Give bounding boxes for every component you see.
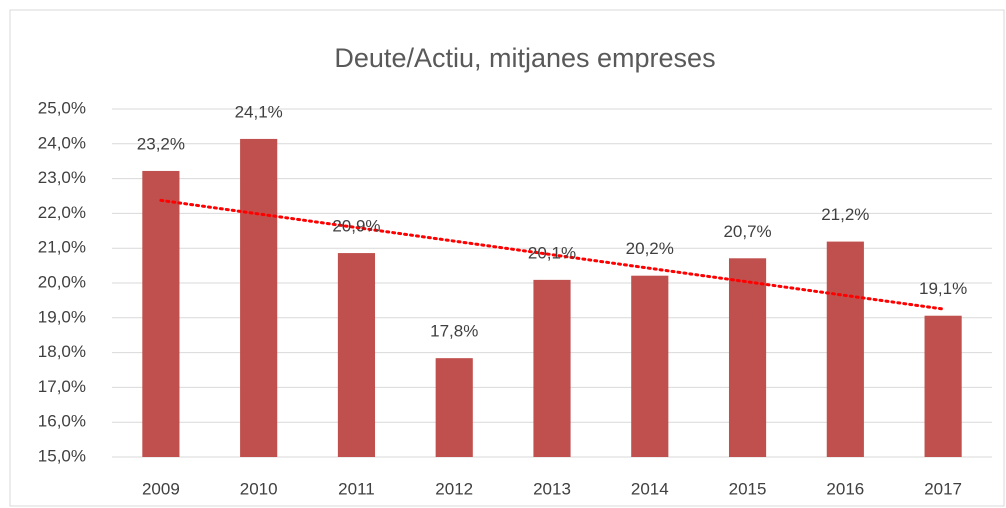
data-label: 20,1% xyxy=(528,243,576,262)
x-tick-label: 2016 xyxy=(826,479,864,498)
bar xyxy=(142,170,180,457)
y-tick-label: 23,0% xyxy=(38,168,86,187)
data-label: 20,2% xyxy=(626,239,674,258)
bar xyxy=(826,241,864,457)
y-tick-label: 15,0% xyxy=(38,446,86,465)
data-label: 23,2% xyxy=(137,134,185,153)
y-tick-label: 22,0% xyxy=(38,203,86,222)
bar xyxy=(924,315,962,457)
data-label: 19,1% xyxy=(919,279,967,298)
x-tick-label: 2013 xyxy=(533,479,571,498)
bar xyxy=(435,358,473,457)
y-tick-label: 19,0% xyxy=(38,307,86,326)
x-tick-label: 2009 xyxy=(142,479,180,498)
x-tick-label: 2017 xyxy=(924,479,962,498)
y-tick-label: 18,0% xyxy=(38,342,86,361)
bar xyxy=(533,279,571,457)
x-tick-label: 2011 xyxy=(338,479,375,498)
y-tick-label: 21,0% xyxy=(38,238,86,257)
trendline xyxy=(159,198,945,311)
data-label: 24,1% xyxy=(235,102,283,121)
data-label: 20,7% xyxy=(723,222,771,241)
bar xyxy=(631,275,669,457)
x-tick-label: 2010 xyxy=(240,479,278,498)
y-tick-label: 17,0% xyxy=(38,377,86,396)
y-tick-label: 24,0% xyxy=(38,133,86,152)
data-label: 17,8% xyxy=(430,322,478,341)
bar xyxy=(240,138,278,458)
chart-title: Deute/Actiu, mitjanes empreses xyxy=(334,43,715,73)
y-tick-label: 25,0% xyxy=(38,98,86,117)
y-tick-label: 16,0% xyxy=(38,412,86,431)
data-label: 21,2% xyxy=(821,205,869,224)
x-tick-label: 2014 xyxy=(631,479,669,498)
data-label: 20,9% xyxy=(332,217,380,236)
y-tick-label: 20,0% xyxy=(38,272,86,291)
bar xyxy=(728,258,767,457)
x-tick-label: 2012 xyxy=(435,479,473,498)
bar xyxy=(337,253,376,457)
x-tick-label: 2015 xyxy=(729,479,767,498)
